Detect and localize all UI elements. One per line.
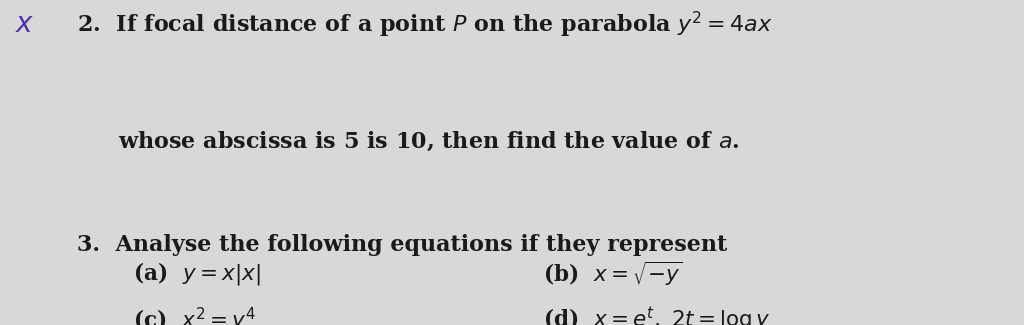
Text: (c)  $x^2 = y^4$: (c) $x^2 = y^4$ (133, 306, 256, 325)
Text: whose abscissa is 5 is 10, then find the value of $a$.: whose abscissa is 5 is 10, then find the… (118, 130, 739, 153)
Text: (a)  $y = x|x|$: (a) $y = x|x|$ (133, 260, 261, 287)
Text: 3.  Analyse the following equations if they represent: 3. Analyse the following equations if th… (77, 234, 727, 256)
Text: (d)  $x = e^t, \ 2t = \log y$: (d) $x = e^t, \ 2t = \log y$ (543, 306, 771, 325)
Text: 2.  If focal distance of a point $P$ on the parabola $y^2 = 4ax$: 2. If focal distance of a point $P$ on t… (77, 10, 772, 40)
Text: (b)  $x = \sqrt{-y}$: (b) $x = \sqrt{-y}$ (543, 260, 683, 288)
Text: $\mathit{x}$: $\mathit{x}$ (15, 10, 35, 38)
